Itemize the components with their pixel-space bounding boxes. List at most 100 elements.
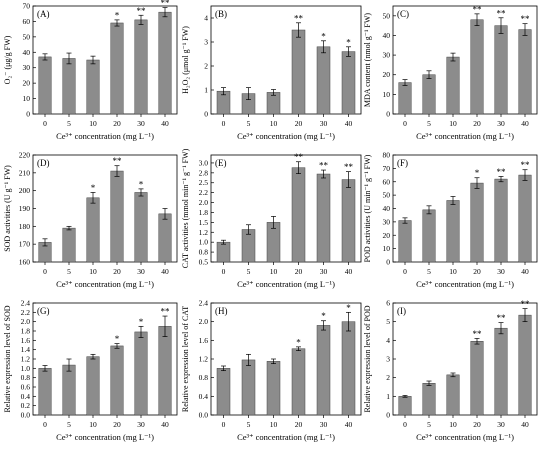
chart-panel-9: 0 1 2 3 4 5 6 0 5 10 20 ** 30 ** 40 ** (I) Ce³⁺ concentra… [363,299,538,442]
error-bar [42,53,48,61]
bar [316,325,331,416]
x-tick-label: 30 [320,267,328,276]
bar [470,182,484,263]
significance-label: * [139,317,144,327]
bar [266,92,281,115]
y-tick-label: 3.0 [199,158,209,167]
x-tick-label: 10 [449,119,457,128]
y-tick-label: 60 [23,17,31,26]
y-tick-label: 4 [386,336,390,345]
bar [110,345,124,416]
error-bar [474,13,480,26]
significance-label: ** [497,8,507,18]
x-tick-label: 30 [497,119,505,128]
chart-panel-6: 0 10 20 30 40 50 60 70 80 0 5 10 20 * 30 ** 40 ** (F) Ce³⁺ … [363,151,538,289]
chart-panel-1: 0 10 20 30 40 50 60 70 0 5 10 20 * 30 ** 40 ** (A) Ce³⁺ co… [3,0,178,141]
chart-panel-5: 0.50.81.01.21.51.82.02.22.52.83.0 0 5 10 20 *… [181,148,362,289]
error-bar [296,22,301,38]
x-tick-label: 5 [427,420,431,429]
y-tick-label: 1.5 [199,218,209,227]
significance-label: * [475,168,480,178]
error-bar [426,70,432,80]
bar [398,396,412,416]
y-tick-label: 2.4 [21,299,31,308]
significance-label: ** [137,6,147,16]
error-bar [426,205,432,215]
x-axis-label: Ce³⁺ concentration (mg L⁻¹) [56,432,154,442]
x-tick-label: 20 [113,267,121,276]
significance-label: ** [497,167,507,177]
significance-label: ** [521,14,531,24]
y-axis-label: O₂⁻ (μg/g FW) [3,35,12,84]
y-tick-label: 0 [26,110,30,119]
x-axis-label: Ce³⁺ concentration (mg L⁻¹) [416,279,514,289]
x-tick-label: 0 [222,119,226,128]
bar [518,29,532,115]
error-bar [246,353,251,366]
bar [86,59,100,115]
bar [158,213,172,263]
y-tick-label: 40 [23,48,31,57]
bar [38,56,52,115]
y-tick-label: 1 [386,392,390,401]
bar [38,368,52,416]
bar [494,327,508,416]
bar [341,51,356,115]
x-tick-label: 5 [427,267,431,276]
x-tick-label: 20 [113,119,121,128]
bar [216,368,231,416]
significance-label: ** [521,299,531,309]
y-axis-label: MDA content (nmol g⁻¹ FW) [363,13,372,108]
significance-label: ** [294,13,304,23]
bar [158,11,172,115]
y-tick-label: 2.8 [199,168,209,177]
error-bar [402,217,408,224]
bar [398,220,412,263]
bar [316,173,331,263]
x-tick-label: 0 [403,420,407,429]
error-bar [221,239,226,245]
y-tick-label: 0.8 [199,248,209,257]
error-bar [498,322,504,335]
y-axis-label: H₂O₂ (μmol g⁻¹ FW) [181,26,190,94]
y-axis-label: POD activities (U min⁻¹ g⁻¹ FW) [363,154,372,262]
panel-label: (E) [215,158,227,168]
error-bar [114,343,120,349]
significance-label: * [91,183,96,193]
bar [86,197,100,263]
plot-frame [392,5,538,115]
y-tick-label: 1.8 [21,327,31,336]
y-tick-label: 0.4 [199,392,209,401]
y-tick-label: 200 [19,186,31,195]
chart-panel-7: 0.00.20.40.60.81.01.21.41.61.82.02.22.4 0… [3,299,178,442]
x-axis-label: Ce³⁺ concentration (mg L⁻¹) [416,432,514,442]
y-tick-label: 210 [19,168,31,177]
bar [110,170,124,263]
plot-frame [32,154,178,263]
y-tick-label: 1.4 [21,345,31,354]
error-bar [402,79,408,86]
y-axis-label: Relative expression level of SOD [3,305,12,412]
x-tick-label: 40 [345,119,353,128]
y-tick-label: 20 [23,79,31,88]
y-tick-label: 10 [383,244,391,253]
error-bar [114,165,120,177]
y-tick-label: 0 [204,110,208,119]
x-tick-label: 10 [270,420,278,429]
error-bar [522,308,528,323]
panel-label: (D) [37,158,50,168]
x-tick-label: 10 [270,267,278,276]
panel-label: (B) [215,9,227,19]
y-tick-label: 30 [383,217,391,226]
x-tick-label: 5 [67,267,71,276]
bar [216,241,231,263]
x-tick-label: 40 [161,420,169,429]
error-bar [162,315,168,337]
y-tick-label: 1.6 [21,336,31,345]
significance-label: * [139,179,144,189]
significance-label: ** [161,0,171,8]
y-tick-label: 0.8 [199,373,209,382]
x-tick-label: 40 [161,267,169,276]
significance-label: ** [161,307,171,317]
error-bar [296,346,301,351]
